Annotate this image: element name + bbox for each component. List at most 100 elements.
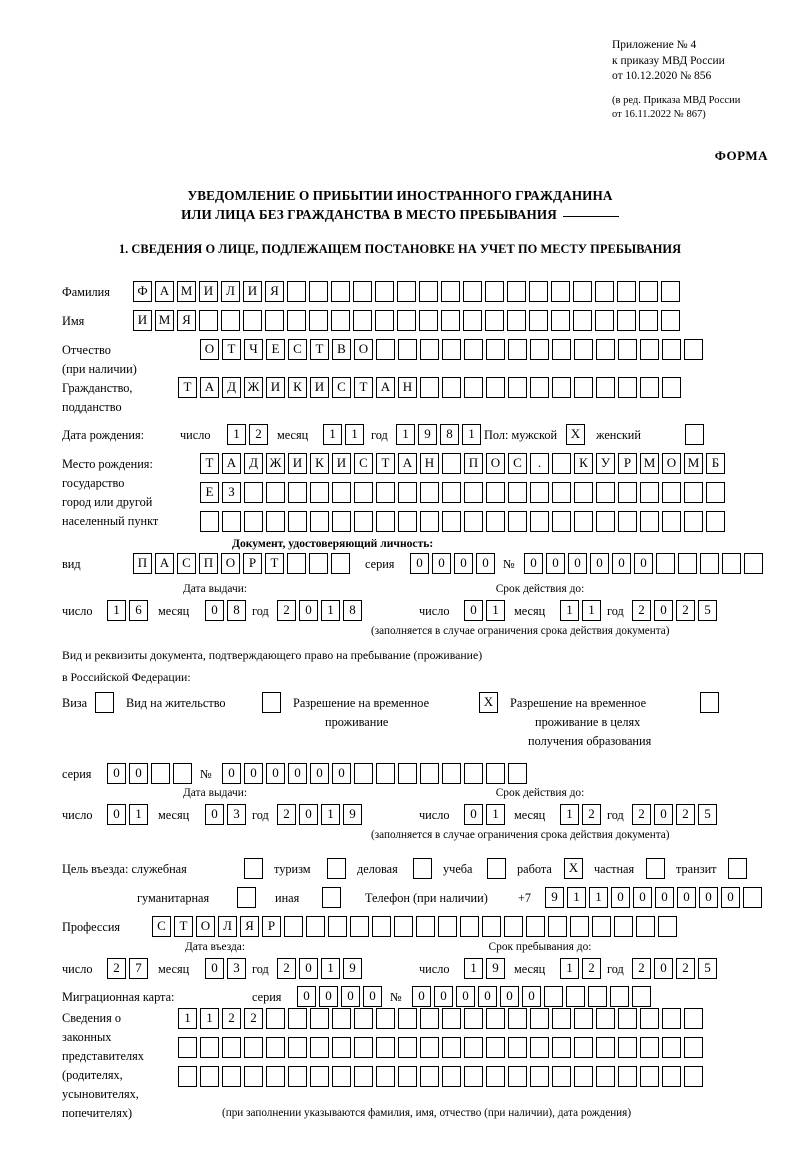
form-cell[interactable]: 2	[676, 958, 695, 979]
form-cell[interactable]	[684, 1008, 703, 1029]
form-cell[interactable]	[95, 692, 114, 713]
purpose-study-checkbox[interactable]	[487, 858, 506, 879]
purpose-humanitarian-checkbox[interactable]	[237, 887, 256, 908]
form-cell[interactable]: 0	[205, 804, 224, 825]
form-cell[interactable]: О	[200, 339, 219, 360]
form-cell[interactable]	[700, 553, 719, 574]
form-cell[interactable]	[419, 310, 438, 331]
form-cell[interactable]	[332, 1066, 351, 1087]
form-cell[interactable]: 0	[699, 887, 718, 908]
form-cell[interactable]: 0	[500, 986, 519, 1007]
sex-female-checkbox[interactable]	[685, 424, 704, 445]
form-cell[interactable]: О	[354, 339, 373, 360]
form-cell[interactable]	[662, 482, 681, 503]
form-cell[interactable]	[288, 511, 307, 532]
form-cell[interactable]	[486, 377, 505, 398]
form-cell[interactable]: 9	[486, 958, 505, 979]
form-cell[interactable]	[310, 511, 329, 532]
form-cell[interactable]	[700, 692, 719, 713]
form-cell[interactable]	[530, 1037, 549, 1058]
form-cell[interactable]: М	[177, 281, 196, 302]
form-cell[interactable]	[618, 1066, 637, 1087]
form-cell[interactable]	[398, 482, 417, 503]
form-cell[interactable]	[640, 511, 659, 532]
form-cell[interactable]	[331, 553, 350, 574]
form-cell[interactable]: 2	[249, 424, 268, 445]
form-cell[interactable]: 8	[440, 424, 459, 445]
form-cell[interactable]	[661, 281, 680, 302]
form-cell[interactable]	[199, 310, 218, 331]
purpose-work-checkbox[interactable]: X	[564, 858, 583, 879]
form-cell[interactable]	[640, 339, 659, 360]
title-blank-line[interactable]	[562, 216, 619, 217]
form-cell[interactable]: 0	[434, 986, 453, 1007]
form-cell[interactable]	[463, 281, 482, 302]
form-cell[interactable]	[441, 310, 460, 331]
form-cell[interactable]	[442, 1066, 461, 1087]
form-cell[interactable]	[376, 1066, 395, 1087]
form-cell[interactable]: 0	[299, 804, 318, 825]
form-cell[interactable]: 0	[634, 553, 653, 574]
form-cell[interactable]	[632, 986, 651, 1007]
visa-checkbox[interactable]	[95, 692, 114, 713]
form-cell[interactable]: Е	[200, 482, 219, 503]
form-cell[interactable]: Ж	[266, 453, 285, 474]
form-cell[interactable]: 3	[227, 804, 246, 825]
form-cell[interactable]: Е	[266, 339, 285, 360]
form-cell[interactable]: И	[199, 281, 218, 302]
form-cell[interactable]: 2	[277, 958, 296, 979]
form-cell[interactable]: С	[354, 453, 373, 474]
form-cell[interactable]	[551, 310, 570, 331]
form-cell[interactable]	[266, 1066, 285, 1087]
form-cell[interactable]: 1	[178, 1008, 197, 1029]
form-cell[interactable]	[288, 1066, 307, 1087]
form-cell[interactable]	[464, 377, 483, 398]
form-cell[interactable]: О	[662, 453, 681, 474]
form-cell[interactable]: 0	[522, 986, 541, 1007]
form-cell[interactable]: X	[564, 858, 583, 879]
form-cell[interactable]	[151, 763, 170, 784]
form-cell[interactable]	[464, 763, 483, 784]
form-cell[interactable]: 5	[698, 958, 717, 979]
form-cell[interactable]: 0	[654, 804, 673, 825]
form-cell[interactable]	[309, 310, 328, 331]
form-cell[interactable]: 1	[462, 424, 481, 445]
form-cell[interactable]	[442, 511, 461, 532]
form-cell[interactable]: 0	[266, 763, 285, 784]
form-cell[interactable]	[222, 511, 241, 532]
form-cell[interactable]	[310, 1037, 329, 1058]
form-cell[interactable]: 8	[227, 600, 246, 621]
form-cell[interactable]	[354, 1037, 373, 1058]
form-cell[interactable]: И	[243, 281, 262, 302]
form-cell[interactable]	[332, 482, 351, 503]
purpose-tourism-checkbox[interactable]	[327, 858, 346, 879]
form-cell[interactable]: П	[199, 553, 218, 574]
form-cell[interactable]: Я	[265, 281, 284, 302]
form-cell[interactable]	[464, 482, 483, 503]
form-cell[interactable]: У	[596, 453, 615, 474]
form-cell[interactable]	[596, 482, 615, 503]
form-cell[interactable]: 2	[676, 600, 695, 621]
form-cell[interactable]	[573, 310, 592, 331]
form-cell[interactable]	[398, 763, 417, 784]
form-cell[interactable]	[485, 310, 504, 331]
form-cell[interactable]	[244, 858, 263, 879]
form-cell[interactable]	[397, 281, 416, 302]
form-cell[interactable]	[552, 339, 571, 360]
form-cell[interactable]: 0	[244, 763, 263, 784]
form-cell[interactable]: И	[266, 377, 285, 398]
form-cell[interactable]: А	[155, 281, 174, 302]
form-cell[interactable]	[262, 692, 281, 713]
form-cell[interactable]	[684, 1066, 703, 1087]
form-cell[interactable]	[526, 916, 545, 937]
form-cell[interactable]	[376, 763, 395, 784]
form-cell[interactable]: 2	[632, 600, 651, 621]
form-cell[interactable]: 1	[486, 804, 505, 825]
form-cell[interactable]	[618, 339, 637, 360]
